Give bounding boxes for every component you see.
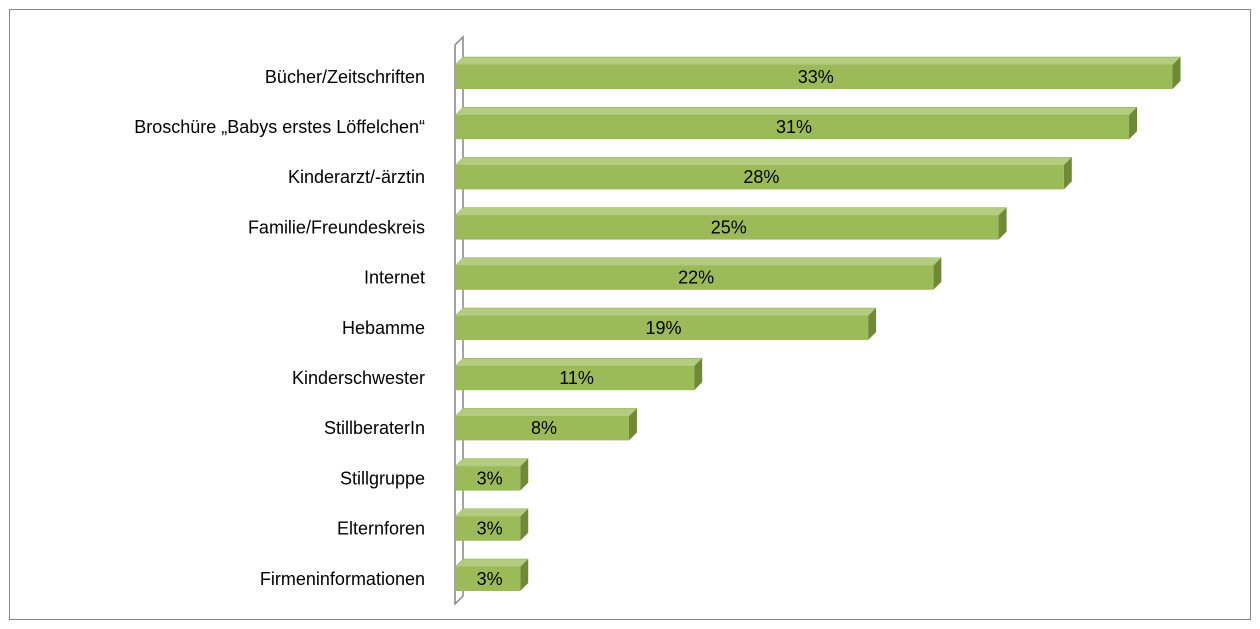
bar-top bbox=[454, 257, 942, 267]
category-label: StillberaterIn bbox=[324, 418, 425, 438]
bar-side bbox=[998, 207, 1007, 240]
category-label: Kinderschwester bbox=[292, 368, 425, 388]
value-label: 25% bbox=[711, 217, 747, 237]
category-label: Firmeninformationen bbox=[260, 569, 425, 589]
bar-top bbox=[454, 357, 703, 367]
bar-top bbox=[454, 56, 1182, 66]
category-label: Broschüre „Babys erstes Löffelchen“ bbox=[134, 117, 425, 137]
bar-side bbox=[520, 559, 529, 591]
bar bbox=[455, 567, 521, 591]
bar-top bbox=[454, 207, 1008, 216]
bar-top bbox=[454, 106, 1138, 116]
value-label: 28% bbox=[743, 167, 779, 187]
value-label: 3% bbox=[477, 569, 503, 589]
bar-side bbox=[1129, 107, 1138, 140]
value-label: 11% bbox=[559, 368, 594, 388]
bar-top bbox=[454, 558, 529, 568]
bar bbox=[455, 115, 1130, 140]
bar bbox=[455, 65, 1173, 89]
category-label: Kinderarzt/-ärztin bbox=[288, 167, 425, 187]
bar-side bbox=[1172, 57, 1181, 89]
bar-side bbox=[933, 257, 942, 290]
bar bbox=[455, 316, 869, 340]
bar bbox=[455, 466, 521, 491]
value-label: 3% bbox=[477, 519, 503, 539]
bar bbox=[455, 366, 695, 391]
bar-side bbox=[694, 358, 703, 391]
value-label: 8% bbox=[531, 418, 557, 438]
category-label: Bücher/Zeitschriften bbox=[265, 67, 425, 87]
bar bbox=[455, 165, 1064, 190]
value-label: 3% bbox=[477, 468, 503, 488]
value-label: 33% bbox=[798, 67, 834, 87]
value-label: 31% bbox=[776, 117, 812, 137]
bar-side bbox=[520, 508, 529, 541]
bar-top bbox=[454, 157, 1073, 166]
bar-side bbox=[1063, 157, 1072, 190]
bar bbox=[455, 265, 934, 290]
bar-top bbox=[454, 408, 638, 417]
bar-side bbox=[520, 458, 529, 491]
bar-top bbox=[454, 307, 877, 317]
value-label: 22% bbox=[678, 268, 714, 288]
bar-top bbox=[454, 458, 529, 467]
bar bbox=[455, 516, 521, 541]
category-label: Familie/Freundeskreis bbox=[248, 217, 425, 237]
bar-side bbox=[628, 408, 637, 441]
category-label: Internet bbox=[364, 268, 425, 288]
bar-top bbox=[454, 508, 529, 518]
category-label: Hebamme bbox=[342, 318, 425, 338]
bar bbox=[455, 215, 999, 240]
category-label: Stillgruppe bbox=[340, 468, 425, 488]
bar-side bbox=[868, 308, 877, 340]
bar bbox=[455, 416, 629, 441]
value-label: 19% bbox=[646, 318, 682, 338]
category-label: Elternforen bbox=[337, 519, 425, 539]
